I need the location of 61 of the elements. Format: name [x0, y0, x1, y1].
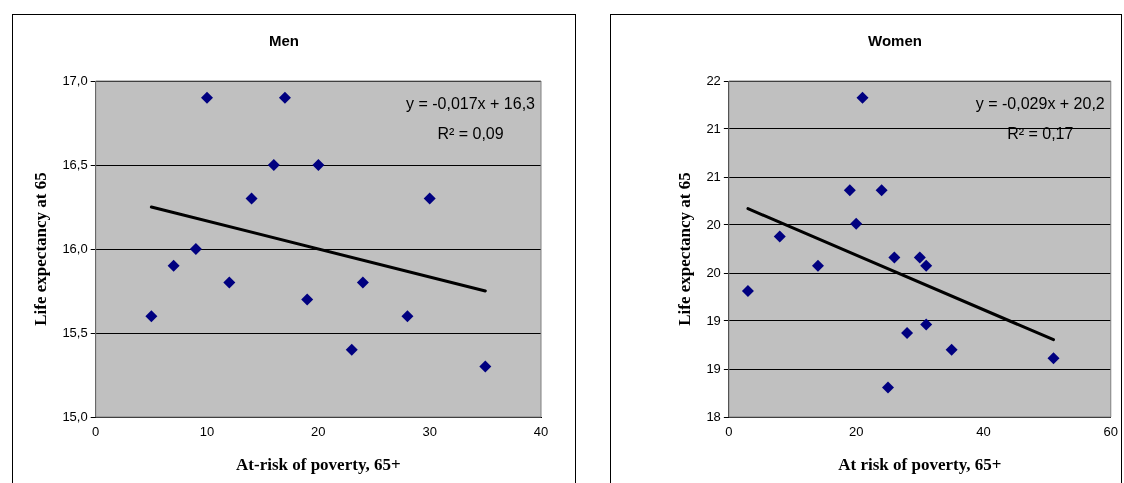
- y-tick-label: 18: [706, 408, 721, 424]
- y-tick-label: 17,0: [62, 72, 88, 88]
- point: [167, 259, 180, 272]
- annotation: R² = 0,09: [437, 125, 504, 143]
- point: [423, 192, 436, 205]
- x-axis-title: At-risk of poverty, 65+: [236, 455, 401, 475]
- point: [345, 343, 358, 356]
- point: [223, 276, 236, 289]
- x-axis-title: At risk of poverty, 65+: [838, 455, 1002, 475]
- point: [901, 327, 914, 339]
- point: [1047, 352, 1060, 365]
- point: [920, 318, 933, 331]
- y-tick-label: 22: [706, 72, 721, 88]
- y-tick-label: 19: [706, 360, 721, 376]
- point: [856, 91, 869, 104]
- annotation: y = -0,029x + 20,2: [975, 95, 1105, 113]
- y-tick-label: 19: [706, 312, 721, 328]
- point: [875, 184, 888, 197]
- y-tick-label: 16,5: [62, 156, 88, 172]
- y-tick-label: 21: [706, 120, 721, 136]
- point: [920, 259, 933, 272]
- point: [312, 159, 325, 171]
- point: [741, 285, 754, 297]
- y-tick-label: 16,0: [62, 240, 88, 256]
- x-tick-label: 0: [725, 424, 733, 440]
- y-tick-label: 20: [706, 216, 721, 232]
- point: [479, 360, 492, 373]
- point: [945, 343, 958, 356]
- annotation: y = -0,017x + 16,3: [406, 95, 536, 113]
- point: [201, 91, 214, 104]
- y-tick-label: 15,5: [62, 324, 88, 340]
- point: [189, 243, 202, 255]
- point: [850, 217, 863, 230]
- x-tick-label: 40: [533, 424, 549, 440]
- point: [773, 230, 786, 243]
- x-tick-label: 10: [199, 424, 215, 440]
- x-tick-label: 20: [848, 424, 864, 440]
- point: [888, 251, 901, 264]
- point: [913, 251, 926, 264]
- y-axis-title: Life expectancy at 65: [30, 172, 50, 326]
- x-tick-label: 40: [976, 424, 991, 440]
- y-tick-label: 15,0: [62, 408, 88, 424]
- point: [356, 276, 369, 289]
- x-tick-label: 60: [1103, 424, 1118, 440]
- y-tick-label: 21: [706, 168, 721, 184]
- point: [145, 310, 158, 323]
- point: [811, 259, 824, 272]
- y-axis-title: Life expectancy at 65: [674, 172, 694, 326]
- chart-title: Men: [269, 32, 299, 50]
- chart-title: Women: [868, 32, 922, 50]
- x-tick-label: 0: [92, 424, 100, 440]
- point: [881, 381, 894, 394]
- x-tick-label: 20: [311, 424, 326, 440]
- point: [267, 159, 280, 171]
- point: [401, 310, 414, 323]
- point: [301, 293, 314, 306]
- x-tick-label: 30: [422, 424, 437, 440]
- y-tick-label: 20: [706, 264, 721, 280]
- point: [278, 91, 291, 104]
- point: [843, 184, 856, 197]
- point: [245, 192, 258, 205]
